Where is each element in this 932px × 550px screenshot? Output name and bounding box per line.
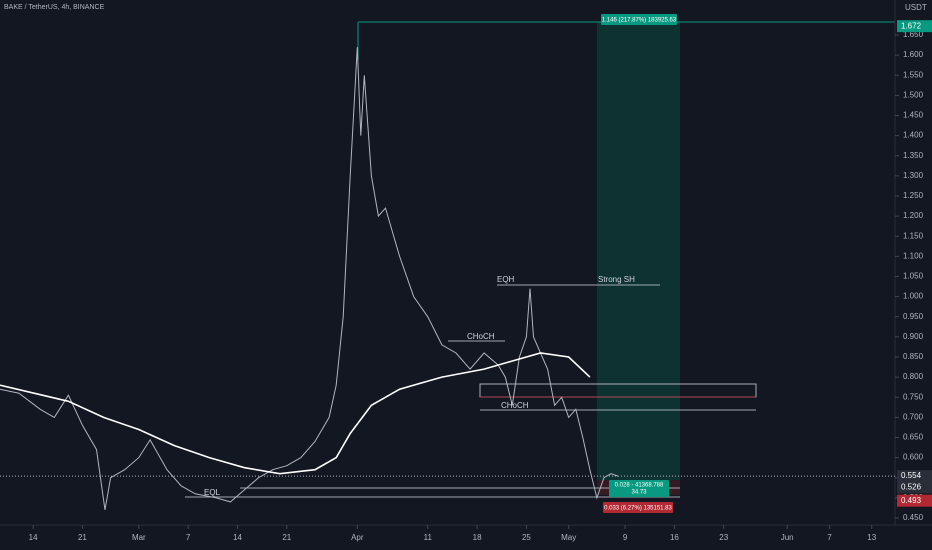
y-tick-label: 1.000 xyxy=(903,292,924,301)
price-tag-label: 0.526 xyxy=(901,483,922,492)
x-tick-label: 23 xyxy=(719,533,728,542)
x-tick-label: 21 xyxy=(78,533,87,542)
moving-average xyxy=(0,352,591,475)
x-tick-label: Apr xyxy=(351,533,364,542)
price-tag-label: 0.554 xyxy=(901,471,922,480)
y-tick-label: 1.650 xyxy=(903,30,924,39)
y-tick-label: 1.350 xyxy=(903,151,924,160)
y-tick-label: 0.650 xyxy=(903,433,924,442)
y-tick-label: 0.700 xyxy=(903,412,924,421)
price-tag xyxy=(897,494,932,507)
x-tick-label: 14 xyxy=(233,533,242,542)
annotation: EQL xyxy=(204,488,221,497)
price-tag xyxy=(897,20,932,33)
y-tick-label: 0.750 xyxy=(903,392,924,401)
y-tick-label: 1.250 xyxy=(903,191,924,200)
entry-sub: 34.73 xyxy=(631,490,647,496)
y-tick-label: 0.850 xyxy=(903,352,924,361)
annotation: EQH xyxy=(497,275,515,284)
header: BAKE / TetherUS, 4h, BINANCE xyxy=(4,4,105,11)
price-tag xyxy=(897,481,932,494)
y-tick-label: 0.450 xyxy=(903,513,924,522)
x-tick-label: Jun xyxy=(781,533,794,542)
x-tick-label: 21 xyxy=(282,533,291,542)
annotation: Strong SH xyxy=(598,275,635,284)
target-label-bg xyxy=(601,14,677,25)
y-tick-label: 1.200 xyxy=(903,211,924,220)
x-tick-label: 13 xyxy=(867,533,876,542)
y-tick-label: 0.800 xyxy=(903,372,924,381)
price-line xyxy=(0,47,619,510)
x-tick-label: 7 xyxy=(827,533,832,542)
y-tick-label: 0.950 xyxy=(903,312,924,321)
entry-label: 0.028 - 41368.788 xyxy=(615,483,664,489)
y-tick-label: 1.550 xyxy=(903,70,924,79)
x-tick-label: 9 xyxy=(623,533,628,542)
price-tag-label: 1.672 xyxy=(901,21,922,30)
y-tick-label: 1.300 xyxy=(903,171,924,180)
x-tick-label: 25 xyxy=(522,533,531,542)
x-tick-label: 16 xyxy=(670,533,679,542)
y-tick-label: 1.400 xyxy=(903,131,924,140)
y-tick-label: 1.050 xyxy=(903,272,924,281)
target-zone xyxy=(597,22,680,480)
x-tick-label: 14 xyxy=(29,533,38,542)
y-tick-label: 0.900 xyxy=(903,332,924,341)
x-tick-label: Mar xyxy=(132,533,146,542)
currency: USDT xyxy=(905,3,927,12)
price-tag-label: 0.493 xyxy=(901,496,922,505)
x-tick-label: May xyxy=(561,533,576,542)
y-tick-label: 1.150 xyxy=(903,231,924,240)
annotation: CHoCH xyxy=(501,401,529,410)
y-tick-label: 1.100 xyxy=(903,251,924,260)
y-tick-label: 0.600 xyxy=(903,453,924,462)
y-tick-label: 1.450 xyxy=(903,111,924,120)
x-tick-label: 7 xyxy=(186,533,191,542)
y-tick-label: 1.500 xyxy=(903,90,924,99)
stop-label-bg xyxy=(603,502,673,513)
stop-label: 0.033 (6.27%) 135151.83 xyxy=(604,506,672,512)
annotation: CHoCH xyxy=(467,332,495,341)
x-tick-label: 11 xyxy=(424,533,433,542)
entry-label-bg xyxy=(609,480,669,497)
y-tick-label: 1.600 xyxy=(903,50,924,59)
x-tick-label: 18 xyxy=(473,533,482,542)
target-label: 1.146 (217.87%) 183925.63 xyxy=(602,18,677,24)
